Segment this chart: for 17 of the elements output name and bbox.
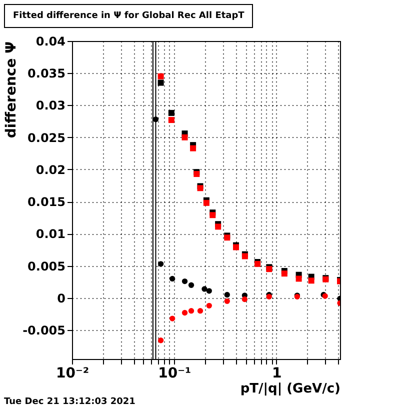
y-axis-title: difference Ψ — [4, 41, 20, 138]
x-tick-label: 10⁻² — [56, 366, 90, 382]
y-tick-label: 0 — [57, 291, 66, 306]
chart-title: Fitted difference in Ψ for Global Rec All EtapT — [4, 4, 254, 28]
y-tick-label: 0.02 — [36, 162, 66, 177]
y-tick-label: 0.035 — [28, 66, 66, 81]
y-tick-label: -0.005 — [22, 324, 66, 338]
x-axis-title: pT/|q| (GeV/c) — [240, 382, 340, 396]
y-tick-label: 0.025 — [28, 130, 66, 145]
x-tick-label: 10⁻¹ — [158, 366, 192, 382]
y-tick-label: 0.015 — [28, 195, 66, 210]
y-tick-label: 0.03 — [36, 98, 66, 113]
y-tick-label: 0.01 — [36, 227, 66, 242]
x-tick-label: 1 — [272, 366, 282, 382]
y-tick-label: 0.04 — [36, 34, 66, 48]
y-tick-label: 0.005 — [28, 259, 66, 274]
text: Tue Dec 21 13:12:03 2021 — [4, 397, 136, 407]
